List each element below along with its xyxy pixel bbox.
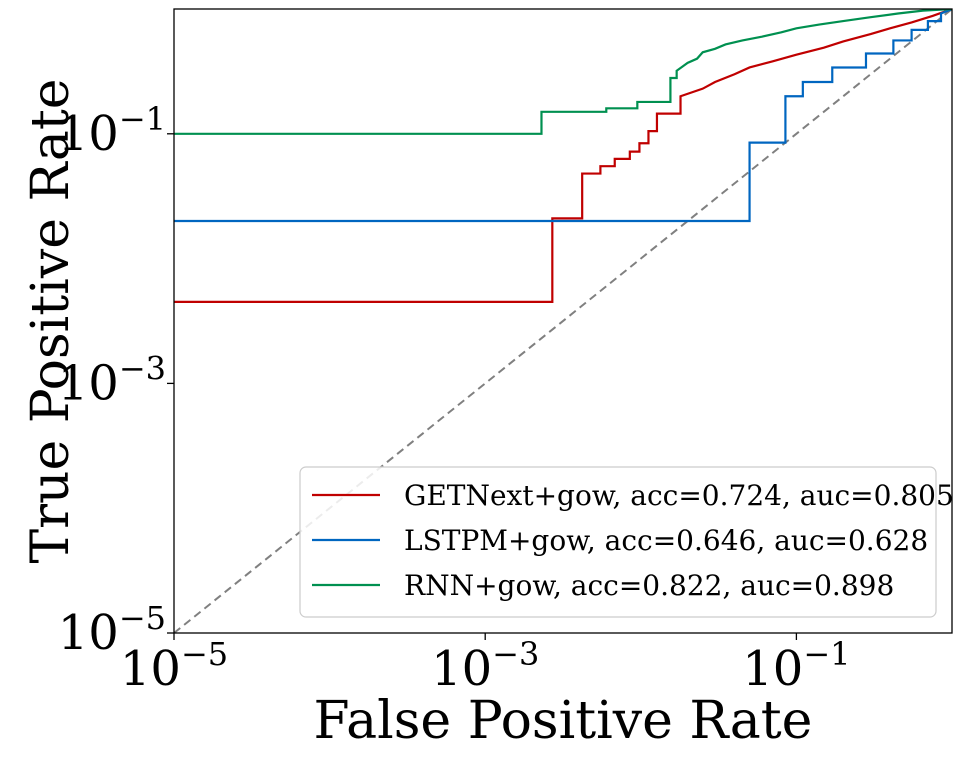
- x-tick-label-0: 10−5: [120, 635, 228, 697]
- x-tick-label-1: 10−3: [431, 635, 539, 697]
- y-tick-label-1: 10−3: [58, 349, 166, 411]
- series-line-0: [174, 9, 952, 303]
- legend-box: [299, 466, 937, 618]
- x-tick-base-2: 10: [742, 641, 803, 697]
- y-tick-base-2: 10: [58, 106, 119, 162]
- y-tick-base-0: 10: [58, 605, 119, 661]
- x-tick-exp-1: −3: [492, 635, 539, 673]
- y-tick-label-0: 10−5: [58, 599, 166, 661]
- x-tick-exp-0: −5: [181, 635, 228, 673]
- y-tick-exp-0: −5: [119, 599, 166, 637]
- diagonal-reference-line: [174, 9, 952, 633]
- y-tick-exp-1: −3: [119, 349, 166, 387]
- x-tick-base-0: 10: [120, 641, 181, 697]
- series-line-2: [174, 9, 952, 135]
- x-axis-title: False Positive Rate: [314, 691, 813, 751]
- y-tick-exp-2: −1: [119, 100, 166, 138]
- y-tick-label-2: 10−1: [58, 100, 166, 162]
- y-axis-title: True Positive Rate: [21, 78, 81, 563]
- legend-label-1: LSTPM+gow, acc=0.646, auc=0.628: [404, 524, 928, 557]
- series-line-1: [174, 9, 952, 223]
- legend-label-2: RNN+gow, acc=0.822, auc=0.898: [404, 569, 894, 602]
- axes: 10−5 10−3 10−110−510−310−1: [58, 8, 953, 697]
- plot-area: [174, 9, 952, 633]
- plot-frame: [173, 8, 953, 634]
- x-tick-exp-2: −1: [803, 635, 850, 673]
- legend-label-0: GETNext+gow, acc=0.724, auc=0.805: [404, 479, 954, 512]
- legend: GETNext+gow, acc=0.724, auc=0.805 LSTPM+g…: [299, 466, 954, 618]
- y-tick-base-1: 10: [58, 355, 119, 411]
- x-tick-label-2: 10−1: [742, 635, 850, 697]
- x-tick-base-1: 10: [431, 641, 492, 697]
